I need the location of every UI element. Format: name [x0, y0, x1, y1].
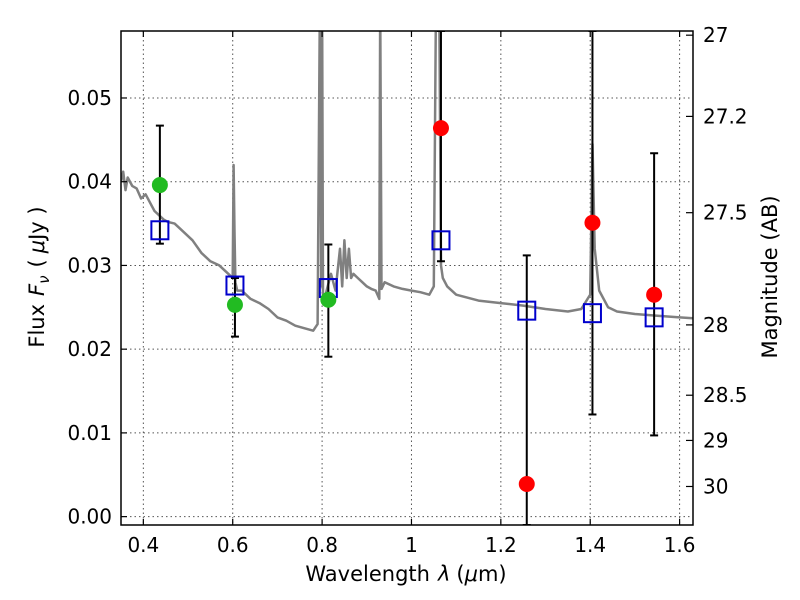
- upper-limit-point: [518, 475, 535, 492]
- x-tick-label: 0.4: [127, 533, 159, 557]
- model-point-square: [517, 300, 537, 321]
- x-tick-label: 0.8: [306, 533, 338, 557]
- x-axis-ticks: 0.4 0.6 0.8 1 1.2 1.4 1.6: [127, 31, 696, 557]
- right-axis-ticks: 27 27.2 27.5 28 28.5 29 30: [686, 23, 748, 498]
- model-point-square: [431, 230, 451, 251]
- right-tick-label: 29: [703, 428, 728, 452]
- y-axis-label: FluxFν(μJy ): [25, 206, 53, 347]
- x-tick-label: 1.2: [485, 533, 517, 557]
- y-tick-label: 0.03: [67, 253, 112, 277]
- model-point-square: [582, 303, 602, 324]
- plot-frame: [120, 30, 694, 526]
- right-tick-label: 27.2: [703, 104, 748, 128]
- right-tick-label: 27.5: [703, 201, 748, 225]
- detection-point: [320, 291, 337, 308]
- model-point-square: [225, 275, 245, 296]
- right-tick-label: 28.5: [703, 383, 748, 407]
- detection-point: [226, 296, 243, 313]
- data-layer: [121, 31, 693, 525]
- right-axis-label: Magnitude (AB): [758, 195, 782, 358]
- model-point-square: [150, 220, 170, 241]
- right-tick-label: 30: [703, 474, 728, 498]
- upper-limit-point: [584, 214, 601, 231]
- right-tick-label: 28: [703, 313, 728, 337]
- right-tick-label: 27: [703, 23, 728, 47]
- y-tick-label: 0.02: [67, 337, 112, 361]
- x-axis-label: Wavelength λ (μm): [305, 562, 506, 586]
- x-tick-label: 1.4: [574, 533, 606, 557]
- model-point-square: [644, 307, 664, 328]
- y-axis-ticks: 0.00 0.01 0.02 0.03 0.04 0.05: [67, 86, 127, 529]
- y-tick-label: 0.01: [67, 421, 112, 445]
- x-tick-label: 1.6: [664, 533, 696, 557]
- detection-point: [151, 177, 168, 194]
- y-tick-label: 0.04: [67, 170, 112, 194]
- y-tick-label: 0.00: [67, 505, 112, 529]
- upper-limit-point: [432, 120, 449, 137]
- x-tick-label: 1: [405, 533, 418, 557]
- upper-limit-point: [646, 286, 663, 303]
- y-tick-label: 0.05: [67, 86, 112, 110]
- model-spectrum-line: [121, 31, 693, 332]
- x-tick-label: 0.6: [217, 533, 249, 557]
